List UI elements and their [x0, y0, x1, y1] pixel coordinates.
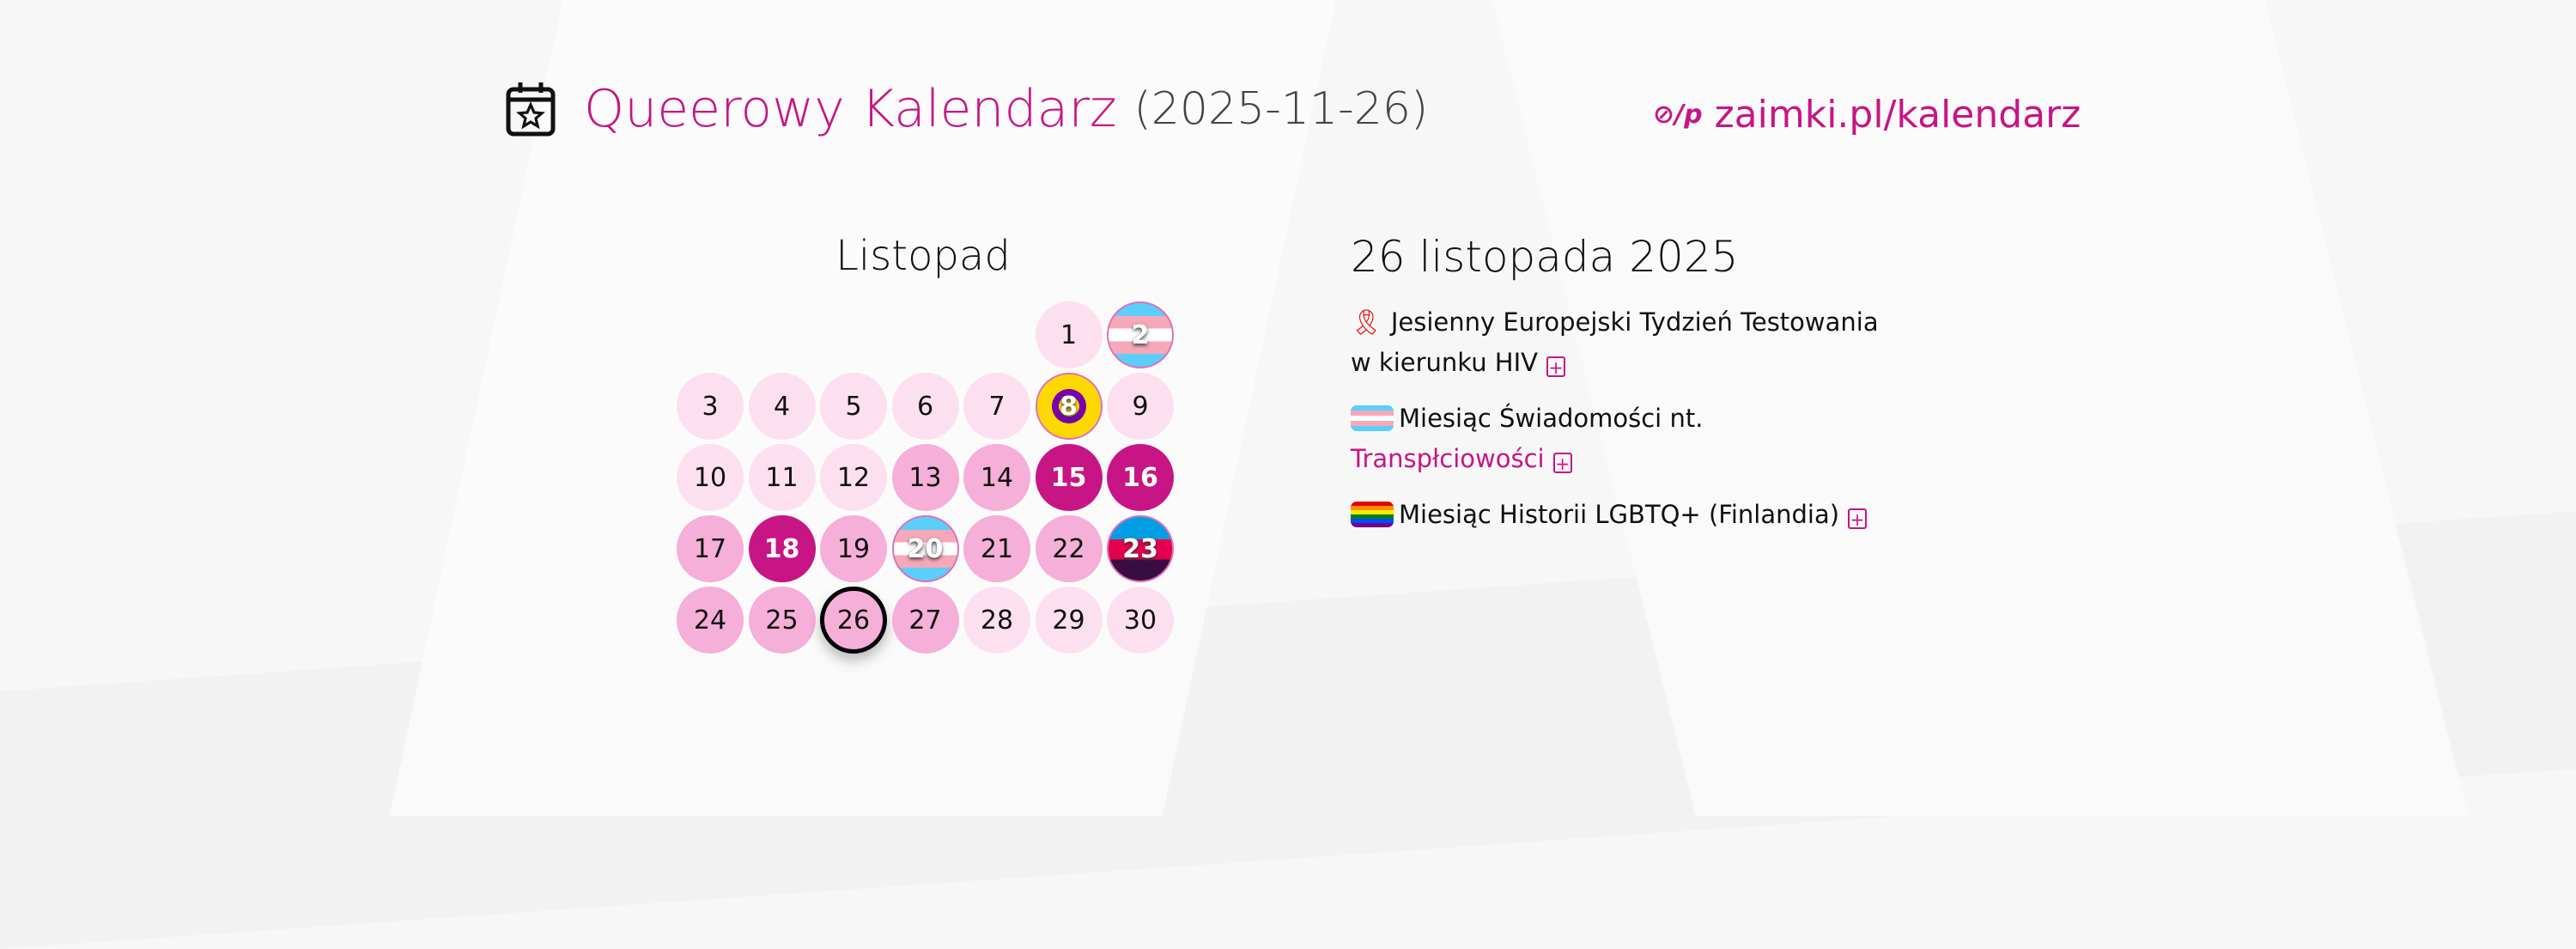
- page-header: Queerowy Kalendarz (2025-11-26): [505, 79, 1428, 139]
- calendar-day[interactable]: 27: [891, 587, 959, 654]
- calendar-day[interactable]: 4: [748, 373, 816, 440]
- calendar-day[interactable]: 14: [963, 444, 1030, 511]
- calendar-day[interactable]: 21: [963, 515, 1030, 582]
- event-list: 🎗 Jesienny Europejski Tydzień Testowania …: [1351, 302, 1900, 551]
- add-to-calendar-icon[interactable]: +: [1848, 508, 1868, 529]
- add-to-calendar-icon[interactable]: +: [1552, 453, 1572, 473]
- calendar-star-icon: [506, 82, 556, 137]
- trans-flag-icon: [1351, 405, 1394, 431]
- event-label: Miesiąc Historii LGBTQ+ (Finlandia): [1399, 500, 1840, 529]
- calendar-day[interactable]: 15: [1035, 444, 1103, 511]
- calendar-day[interactable]: 29: [1035, 587, 1103, 654]
- calendar-day[interactable]: 5: [820, 373, 887, 440]
- event-link[interactable]: Transpłciowości: [1351, 444, 1545, 473]
- calendar-day[interactable]: 6: [891, 373, 959, 440]
- zaimki-logo-icon: ⊘/p: [1653, 100, 1703, 130]
- calendar-day[interactable]: 16: [1107, 444, 1174, 511]
- calendar-day[interactable]: 17: [677, 515, 744, 582]
- calendar-day[interactable]: 8: [1035, 373, 1103, 440]
- event-item: 🎗 Jesienny Europejski Tydzień Testowania …: [1351, 302, 1900, 383]
- calendar-day[interactable]: 11: [748, 444, 816, 511]
- event-item: Miesiąc Świadomości nt. Transpłciowości +: [1351, 398, 1900, 479]
- calendar-day[interactable]: 7: [963, 373, 1030, 440]
- event-label: Miesiąc Świadomości nt.: [1399, 404, 1704, 433]
- calendar-day[interactable]: 25: [748, 587, 816, 654]
- calendar-day[interactable]: 20: [891, 515, 959, 582]
- site-link-label: zaimki.pl/kalendarz: [1714, 93, 2081, 137]
- event-label: Jesienny Europejski Tydzień Testowania w…: [1351, 307, 1879, 377]
- selected-date-title: 26 listopada 2025: [1351, 232, 1739, 282]
- calendar-day[interactable]: 24: [677, 587, 744, 654]
- calendar-day[interactable]: 13: [891, 444, 959, 511]
- calendar-day[interactable]: 3: [677, 373, 744, 440]
- calendar-day[interactable]: 10: [677, 444, 744, 511]
- calendar-day[interactable]: 22: [1035, 515, 1103, 582]
- calendar-day[interactable]: 28: [963, 587, 1030, 654]
- calendar-day[interactable]: 1: [1035, 301, 1103, 368]
- calendar-day[interactable]: 12: [820, 444, 887, 511]
- page-date: (2025-11-26): [1133, 83, 1429, 135]
- add-to-calendar-icon[interactable]: +: [1546, 356, 1566, 377]
- calendar-day[interactable]: 9: [1107, 373, 1174, 440]
- event-item: Miesiąc Historii LGBTQ+ (Finlandia) +: [1351, 495, 1900, 535]
- calendar-day[interactable]: 23: [1107, 515, 1174, 582]
- red-ribbon-icon: 🎗: [1351, 307, 1382, 337]
- site-link[interactable]: ⊘/p zaimki.pl/kalendarz: [1653, 93, 2081, 137]
- calendar-day[interactable]: 30: [1107, 587, 1174, 654]
- month-title: Listopad: [835, 232, 1011, 280]
- progress-pride-flag-icon: [1351, 502, 1394, 527]
- calendar-day-today[interactable]: 26: [820, 587, 887, 654]
- page-title: Queerowy Kalendarz: [584, 79, 1117, 139]
- calendar-day[interactable]: 19: [820, 515, 887, 582]
- calendar-day[interactable]: 2: [1107, 301, 1174, 368]
- calendar-day[interactable]: 18: [748, 515, 816, 582]
